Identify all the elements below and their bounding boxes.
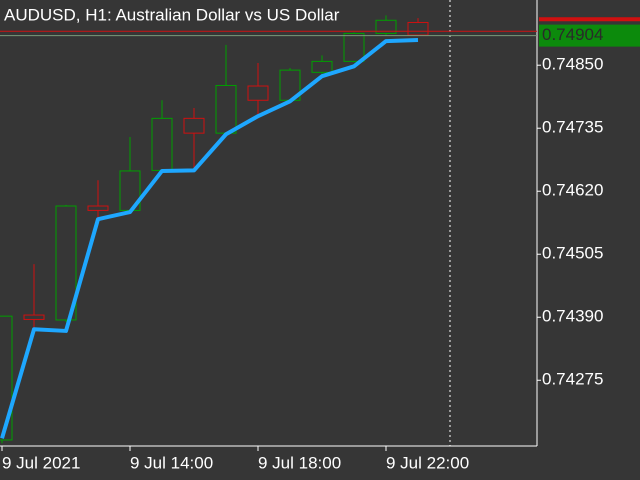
candle-body (23, 314, 45, 320)
x-tick-label: 9 Jul 22:00 (386, 453, 469, 472)
candle-body (407, 21, 429, 36)
y-tick-label: 0.74390 (542, 307, 603, 326)
candle-body (375, 19, 397, 34)
y-tick-label: 0.74850 (542, 55, 603, 74)
candle-body (151, 117, 173, 171)
candle-body (311, 60, 333, 73)
x-tick-label: 9 Jul 14:00 (130, 453, 213, 472)
y-tick-label: 0.74620 (542, 181, 603, 200)
y-tick-label: 0.74505 (542, 244, 603, 263)
y-tick-label: 0.74735 (542, 118, 603, 137)
moving-average (0, 37, 419, 439)
candle-body (55, 205, 77, 321)
y-tick-label: 0.74275 (542, 370, 603, 389)
candle-body (247, 85, 269, 101)
current-price-box (539, 24, 640, 47)
candle-body (87, 205, 109, 211)
plot-area (0, 15, 429, 444)
chart-title: AUDUSD, H1: Australian Dollar vs US Doll… (4, 5, 340, 24)
candle-body (183, 117, 205, 134)
candle-body (215, 84, 237, 134)
x-tick-label: 9 Jul 18:00 (258, 453, 341, 472)
x-tick-label: 9 Jul 2021 (2, 453, 80, 472)
ask-price-marker (539, 17, 640, 22)
current-price-label: 0.74904 (542, 25, 603, 44)
candle-body (343, 32, 365, 62)
